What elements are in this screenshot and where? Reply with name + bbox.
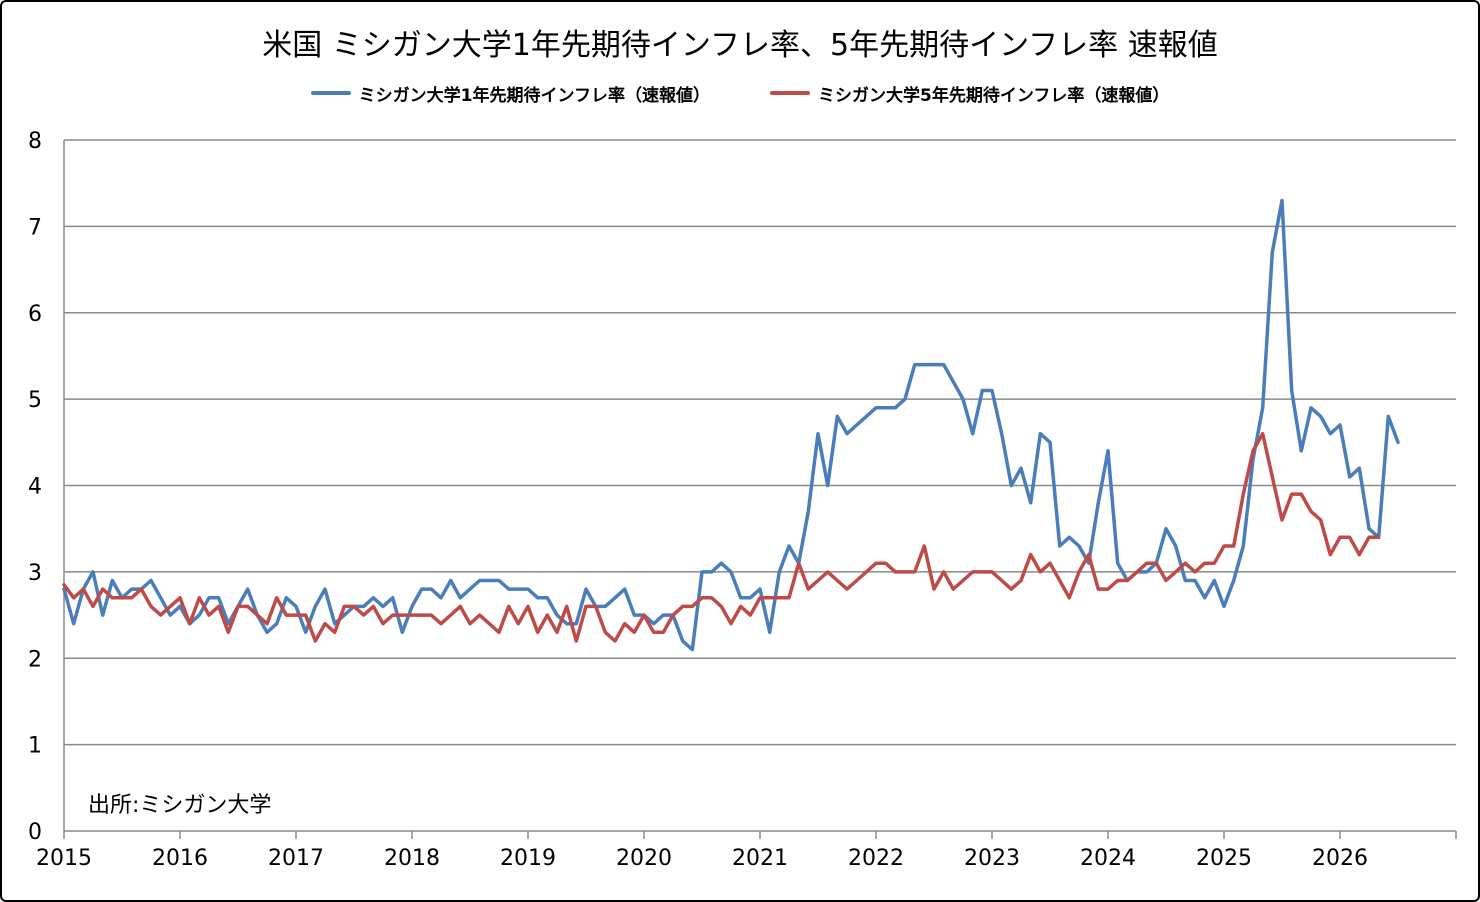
x-tick-label: 2017	[268, 846, 324, 871]
x-tick-label: 2022	[848, 846, 904, 871]
y-tick-label: 1	[28, 734, 42, 759]
y-tick-label: 3	[28, 561, 42, 586]
x-tick-label: 2019	[500, 846, 556, 871]
legend-label-1y: ミシガン大学1年先期待インフレ率（速報値）	[358, 85, 710, 106]
y-tick-label: 2	[28, 647, 42, 672]
y-tick-label: 7	[28, 215, 42, 240]
y-tick-label: 0	[28, 820, 42, 845]
y-tick-label: 5	[28, 388, 42, 413]
x-tick-label: 2015	[36, 846, 92, 871]
y-tick-label: 6	[28, 302, 42, 327]
x-tick-label: 2016	[152, 846, 208, 871]
x-tick-label: 2023	[964, 846, 1020, 871]
legend-item-1y: ミシガン大学1年先期待インフレ率（速報値）	[310, 80, 710, 106]
legend-swatch-1y	[310, 91, 351, 95]
x-tick-label: 2020	[616, 846, 672, 871]
legend-label-5y: ミシガン大学5年先期待インフレ率（速報値）	[818, 85, 1170, 106]
legend-swatch-5y	[770, 91, 810, 95]
x-tick-label: 2018	[384, 846, 440, 871]
y-tick-label: 8	[28, 129, 42, 154]
source-annotation: 出所:ミシガン大学	[88, 793, 272, 818]
x-tick-label: 2026	[1312, 846, 1368, 871]
legend: ミシガン大学1年先期待インフレ率（速報値） ミシガン大学5年先期待インフレ率（速…	[2, 80, 1478, 106]
y-tick-label: 4	[28, 475, 42, 500]
series-line-1y	[62, 198, 1400, 652]
x-tick-label: 2021	[732, 846, 788, 871]
x-tick-label: 2024	[1080, 846, 1136, 871]
chart-title: 米国 ミシガン大学1年先期待インフレ率、5年先期待インフレ率 速報値	[262, 28, 1218, 63]
legend-item-5y: ミシガン大学5年先期待インフレ率（速報値）	[770, 80, 1169, 106]
series-line-5y	[62, 431, 1381, 643]
x-tick-label: 2025	[1196, 846, 1252, 871]
